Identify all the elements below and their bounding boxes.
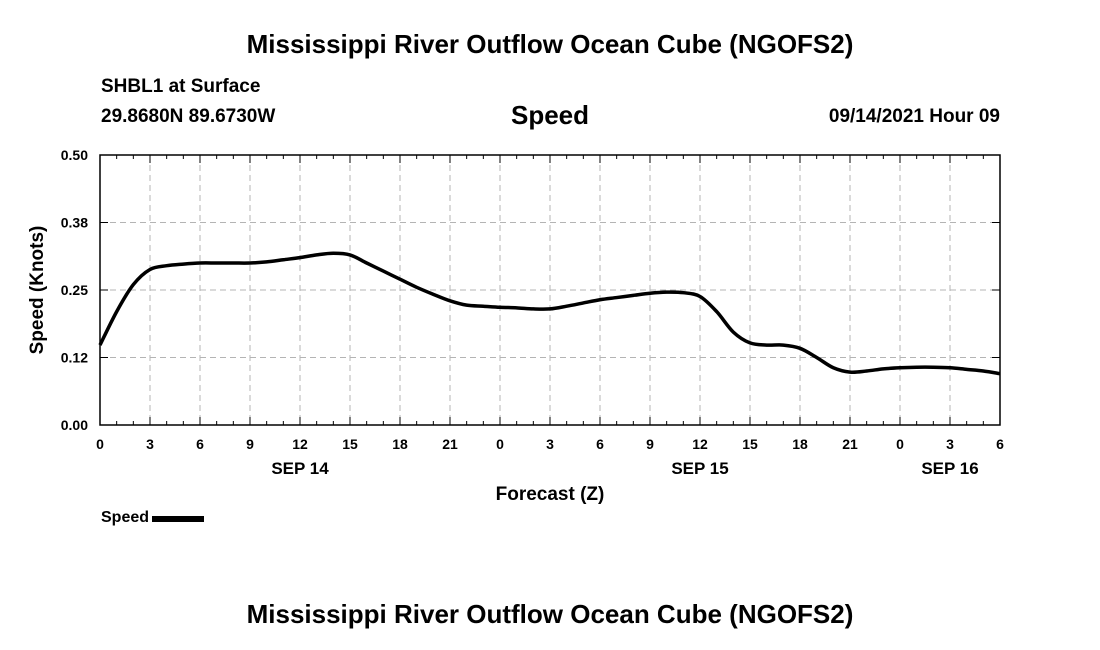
forecast-datetime: 09/14/2021 Hour 09	[828, 106, 1000, 127]
x-tick-label: 3	[146, 436, 154, 452]
x-tick-label: 3	[946, 436, 954, 452]
x-tick-label: 18	[392, 436, 408, 452]
legend-label: Speed	[101, 509, 150, 526]
x-date-label: SEP 16	[921, 459, 978, 478]
x-date-label: SEP 15	[671, 459, 728, 478]
x-tick-label: 12	[292, 436, 308, 452]
speed-series-line	[98, 251, 1001, 376]
legend-swatch	[152, 516, 205, 522]
legend: Speed	[101, 509, 205, 527]
plot-variable-name: Speed	[510, 100, 590, 130]
y-tick-label: 0.00	[61, 417, 88, 433]
x-axis-title: Forecast (Z)	[496, 484, 605, 505]
x-tick-label: 3	[546, 436, 554, 452]
y-axis-title: Speed (Knots)	[27, 226, 48, 355]
x-tick-label: 0	[496, 436, 504, 452]
x-tick-label: 15	[342, 436, 358, 452]
x-tick-label: 0	[896, 436, 904, 452]
y-tick-label: 0.38	[61, 215, 88, 231]
footer-title: Mississippi River Outflow Ocean Cube (NG…	[246, 599, 854, 629]
x-tick-label: 21	[442, 436, 458, 452]
x-date-label: SEP 14	[271, 459, 329, 478]
x-tick-label: 6	[596, 436, 604, 452]
x-tick-label: 6	[196, 436, 204, 452]
x-tick-label: 21	[842, 436, 858, 452]
chart-title: Mississippi River Outflow Ocean Cube (NG…	[246, 29, 854, 59]
station-coordinates: 29.8680N 89.6730W	[101, 106, 276, 127]
x-tick-label: 12	[692, 436, 708, 452]
x-tick-label: 6	[996, 436, 1004, 452]
y-tick-label: 0.50	[61, 147, 88, 163]
x-tick-label: 0	[96, 436, 104, 452]
y-tick-label: 0.25	[61, 282, 88, 298]
x-tick-label: 9	[646, 436, 654, 452]
x-tick-label: 15	[742, 436, 758, 452]
y-tick-label: 0.12	[61, 350, 88, 366]
x-tick-label: 18	[792, 436, 808, 452]
x-tick-label: 9	[246, 436, 254, 452]
station-label: SHBL1 at Surface	[101, 76, 261, 97]
